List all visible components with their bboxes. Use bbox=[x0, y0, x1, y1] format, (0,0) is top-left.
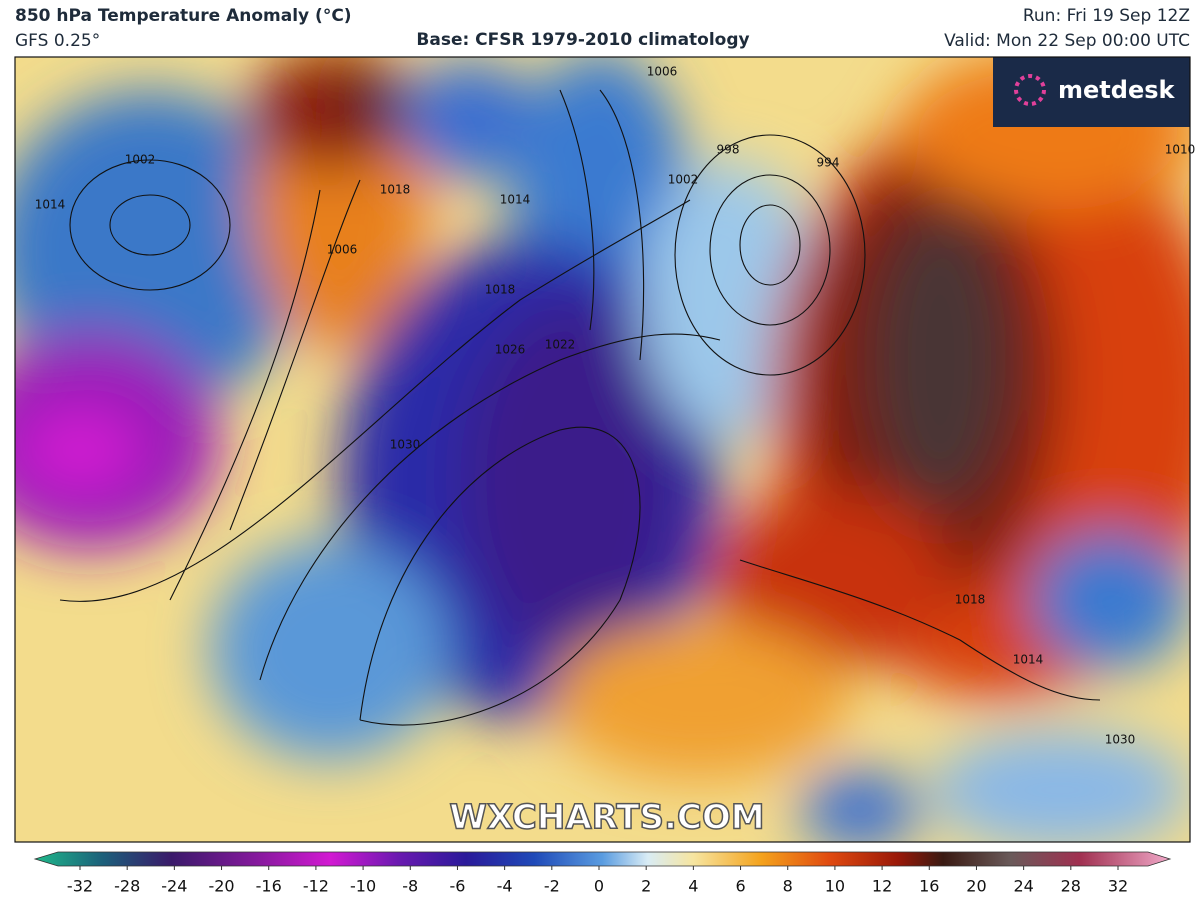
colorbar-tick-label: 20 bbox=[966, 877, 986, 896]
isobar-label: 994 bbox=[817, 156, 840, 170]
colorbar-tick-label: -28 bbox=[114, 877, 140, 896]
isobar-label: 1014 bbox=[1013, 653, 1044, 667]
isobar-label: 1006 bbox=[647, 65, 678, 79]
map-frame bbox=[14, 56, 1191, 843]
isobar-label: 1022 bbox=[545, 338, 576, 352]
colorbar-tick-label: 8 bbox=[783, 877, 793, 896]
logo-box bbox=[993, 57, 1190, 127]
colorbar-tick-label: 4 bbox=[688, 877, 698, 896]
colorbar-tick-label: 24 bbox=[1013, 877, 1033, 896]
logo: metdesk bbox=[1058, 76, 1176, 104]
colorbar-tick-label: 12 bbox=[872, 877, 892, 896]
base: Base: CFSR 1979-2010 climatology bbox=[416, 30, 749, 50]
colorbar-tick-label: -10 bbox=[350, 877, 376, 896]
colorbar-tick-label: 6 bbox=[735, 877, 745, 896]
isobar-label: 998 bbox=[717, 143, 740, 157]
colorbar-tick-label: -32 bbox=[67, 877, 93, 896]
isobar-label: 1030 bbox=[390, 438, 421, 452]
colorbar-tick-label: -12 bbox=[303, 877, 329, 896]
isobar-label: 1010 bbox=[1165, 143, 1196, 157]
isobar-label: 1030 bbox=[1105, 733, 1136, 747]
colorbar-tick-label: -4 bbox=[497, 877, 513, 896]
colorbar bbox=[33, 851, 1172, 867]
model: GFS 0.25° bbox=[15, 31, 100, 51]
colorbar-tick-label: -6 bbox=[449, 877, 465, 896]
colorbar-tick-label: -24 bbox=[161, 877, 187, 896]
colorbar-tick-label: 28 bbox=[1061, 877, 1081, 896]
title: 850 hPa Temperature Anomaly (°C) bbox=[15, 6, 352, 26]
valid: Valid: Mon 22 Sep 00:00 UTC bbox=[944, 31, 1190, 51]
colorbar-tick-label: -16 bbox=[256, 877, 282, 896]
colorbar-tick-label: -2 bbox=[544, 877, 560, 896]
isobar-label: 1018 bbox=[380, 183, 411, 197]
map: metdesk WXCHARTS.COM bbox=[15, 57, 1190, 842]
isobar-label: 1006 bbox=[327, 243, 358, 257]
colorbar-tick-label: 32 bbox=[1108, 877, 1128, 896]
colorbar-tick-label: 2 bbox=[641, 877, 651, 896]
watermark: WXCHARTS.COM bbox=[449, 798, 764, 838]
isobar-label: 1014 bbox=[500, 193, 531, 207]
isobar-label: 1026 bbox=[495, 343, 526, 357]
isobar-label: 1018 bbox=[485, 283, 516, 297]
colorbar-tick-label: 0 bbox=[594, 877, 604, 896]
isobar-label: 1014 bbox=[35, 198, 66, 212]
isobar-label: 1018 bbox=[955, 593, 986, 607]
isobar-label: 1002 bbox=[668, 173, 699, 187]
colorbar-tick-label: 10 bbox=[825, 877, 845, 896]
isobar-label: 1002 bbox=[125, 153, 156, 167]
run: Run: Fri 19 Sep 12Z bbox=[1023, 6, 1190, 26]
colorbar-tick-label: -20 bbox=[208, 877, 234, 896]
colorbar-tick-label: -8 bbox=[402, 877, 418, 896]
colorbar-tick-label: 16 bbox=[919, 877, 939, 896]
